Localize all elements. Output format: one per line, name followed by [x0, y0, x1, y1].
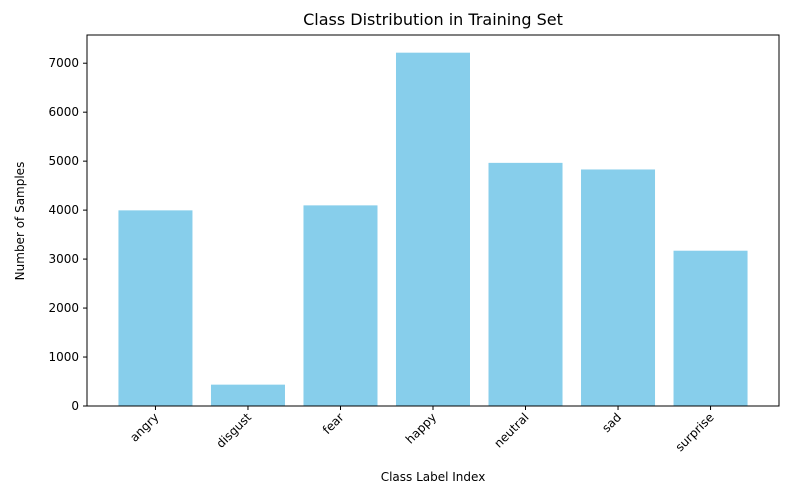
y-tick-label: 4000 — [48, 203, 79, 217]
x-axis-label: Class Label Index — [381, 470, 486, 484]
y-axis-ticks: 0 1000 2000 3000 4000 5000 6000 7000 — [48, 56, 87, 413]
bar-sad — [581, 169, 656, 406]
chart-title: Class Distribution in Training Set — [303, 10, 563, 29]
bar-surprise — [673, 250, 748, 406]
y-tick-label: 7000 — [48, 56, 79, 70]
bar-neutral — [488, 162, 563, 406]
bars-layer — [118, 52, 748, 407]
bar-angry — [118, 210, 193, 406]
y-tick-label: 3000 — [48, 252, 79, 266]
y-tick-label: 6000 — [48, 105, 79, 119]
plot-frame — [86, 34, 780, 407]
y-tick-label: 0 — [71, 399, 79, 413]
bar-happy — [395, 52, 470, 407]
y-axis-label: Number of Samples — [13, 162, 27, 281]
bar-disgust — [210, 384, 285, 406]
y-tick-label: 1000 — [48, 350, 79, 364]
bar-fear — [303, 205, 378, 406]
y-tick-label: 5000 — [48, 154, 79, 168]
y-tick-label: 2000 — [48, 301, 79, 315]
